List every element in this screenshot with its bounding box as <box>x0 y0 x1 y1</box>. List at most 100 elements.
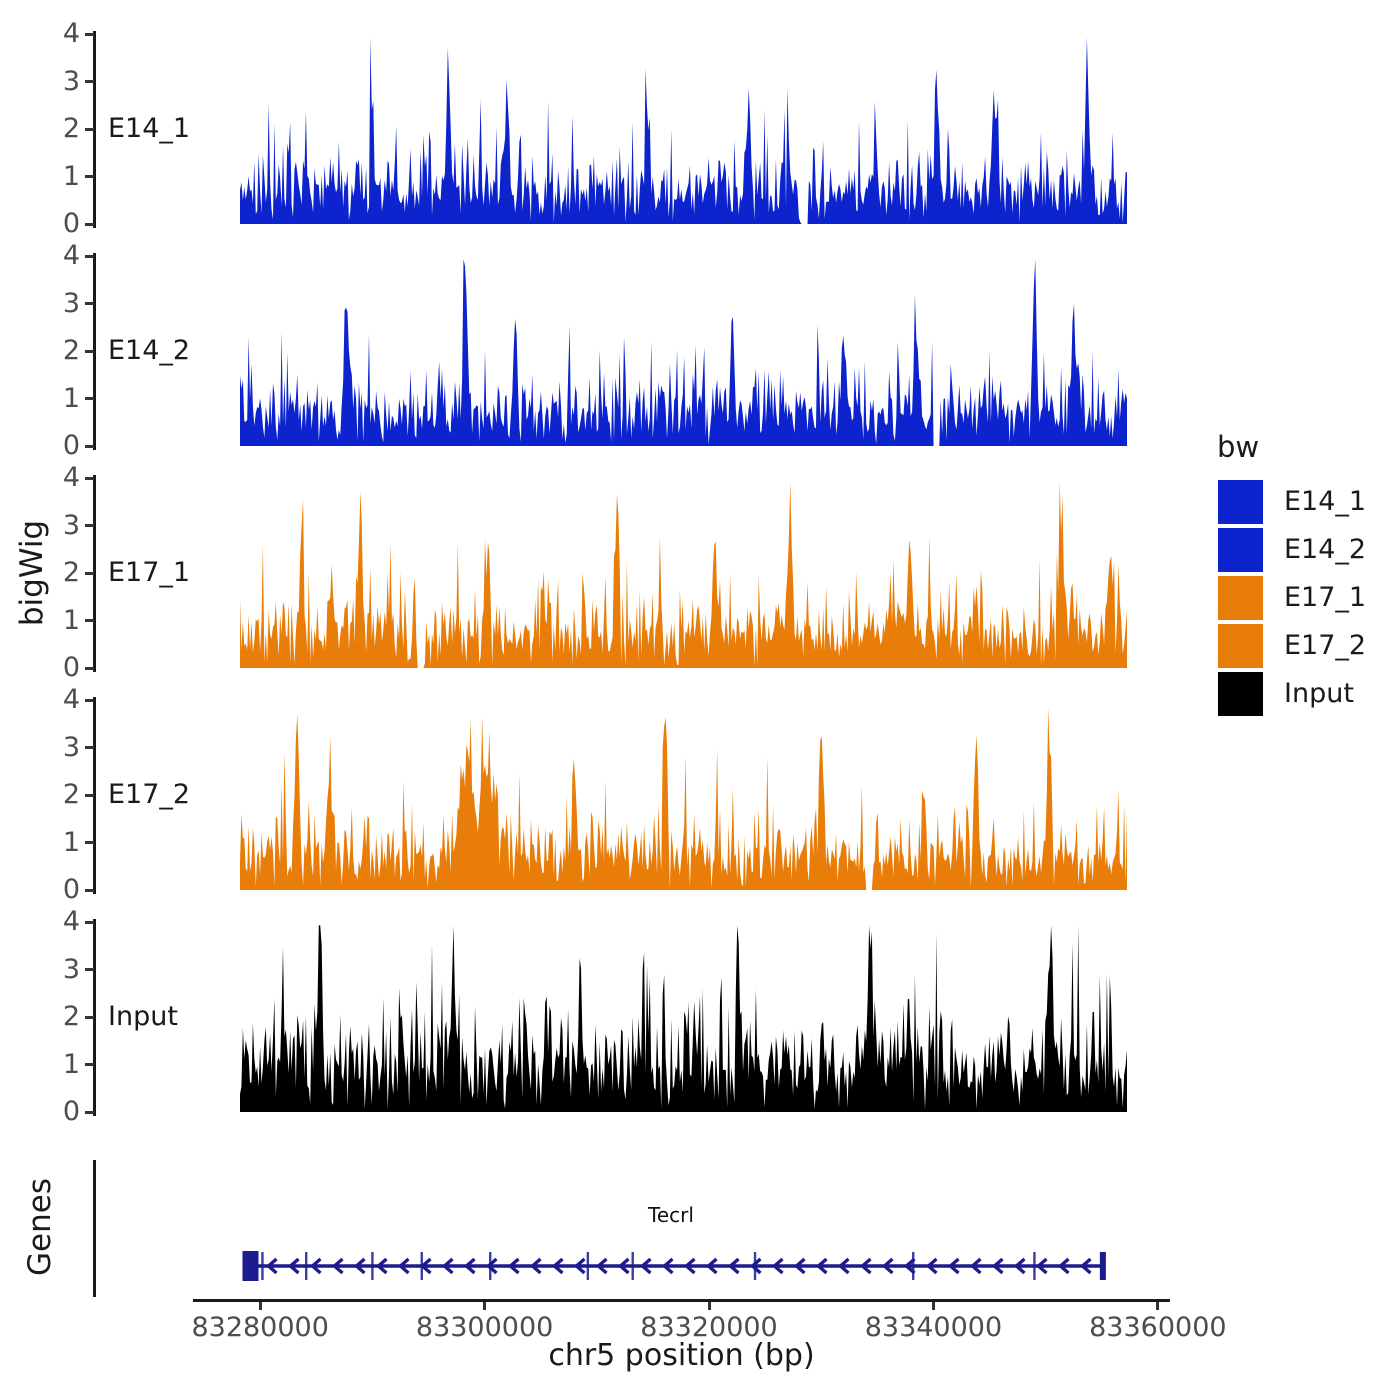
legend-key-E14_1 <box>1218 480 1263 524</box>
strand-direction-arrow <box>837 1257 850 1275</box>
track-panel-Input: 4 3 2 1 0 Input <box>0 907 1400 1127</box>
strand-direction-arrow <box>529 1257 542 1275</box>
strand-direction-arrow <box>1057 1257 1070 1275</box>
legend-key-E17_2 <box>1218 624 1263 668</box>
y-tick <box>85 349 94 353</box>
x-tick-label: 83340000 <box>864 1312 1003 1343</box>
y-tick-label: 3 <box>62 287 80 319</box>
coverage-signal-Input <box>240 925 1127 1112</box>
track-y-axis-line <box>93 919 96 1116</box>
track-panel-E17_1: 4 3 2 1 0 E17_1 <box>0 463 1400 683</box>
strand-direction-arrow <box>771 1257 784 1275</box>
y-tick <box>85 841 94 844</box>
y-tick <box>85 222 94 226</box>
y-tick <box>85 920 94 924</box>
y-tick-label: 4 <box>62 240 80 271</box>
strand-direction-arrow <box>661 1257 674 1275</box>
y-tick <box>85 619 94 622</box>
strand-direction-arrow <box>353 1257 366 1275</box>
strand-direction-arrow <box>749 1257 762 1275</box>
strand-direction-arrow <box>903 1257 916 1275</box>
y-tick-label: 3 <box>62 509 80 541</box>
legend-key-Input <box>1218 672 1263 716</box>
y-tick-label: 2 <box>62 557 80 588</box>
coverage-signal-E14_1 <box>240 37 1127 224</box>
strand-direction-arrow <box>441 1257 454 1275</box>
y-tick <box>85 524 94 527</box>
track-panel-E14_2: 4 3 2 1 0 E14_2 <box>0 241 1400 461</box>
x-tick <box>483 1302 487 1310</box>
coverage-area-E14_1 <box>240 37 1127 224</box>
y-tick <box>85 302 94 305</box>
y-tick <box>85 1063 94 1066</box>
strand-direction-arrow <box>705 1257 718 1275</box>
x-tick-label: 83280000 <box>191 1312 329 1343</box>
legend-label-Input: Input <box>1284 678 1354 709</box>
y-tick <box>85 571 94 575</box>
strand-direction-arrow <box>375 1257 388 1275</box>
y-tick-label: 4 <box>62 462 80 493</box>
y-tick <box>85 793 94 797</box>
strand-direction-arrow <box>793 1257 806 1275</box>
strand-direction-arrow <box>397 1257 410 1275</box>
strand-direction-arrow <box>617 1257 630 1275</box>
strand-direction-arrow <box>881 1257 894 1275</box>
y-tick-label: 2 <box>62 335 80 366</box>
coverage-area-E17_2 <box>240 707 1127 890</box>
y-tick <box>85 444 94 448</box>
y-tick-label: 1 <box>62 382 80 414</box>
coverage-area-E17_1 <box>240 481 1127 668</box>
y-tick-label: 4 <box>62 906 80 937</box>
strand-direction-arrow <box>595 1257 608 1275</box>
y-tick-label: 0 <box>62 874 80 905</box>
strand-direction-arrow <box>309 1257 322 1275</box>
gene-model-svg <box>242 1251 1106 1281</box>
strand-direction-arrow <box>265 1257 278 1275</box>
track-name-label: E14_2 <box>108 335 191 366</box>
y-tick-label: 0 <box>62 208 80 239</box>
x-tick <box>707 1302 711 1310</box>
strand-direction-arrow <box>639 1257 652 1275</box>
y-tick-label: 4 <box>62 684 80 715</box>
y-tick-label: 0 <box>62 652 80 683</box>
y-tick-label: 1 <box>62 604 80 636</box>
y-tick-label: 3 <box>62 65 80 97</box>
strand-direction-arrow <box>969 1257 982 1275</box>
y-tick <box>85 127 94 131</box>
strand-direction-arrow <box>573 1257 586 1275</box>
gene-end-exon-bar <box>1099 1252 1106 1280</box>
y-tick-label: 2 <box>62 113 80 144</box>
strand-direction-arrow <box>1035 1257 1048 1275</box>
x-tick <box>258 1302 262 1310</box>
track-y-axis-line <box>93 253 96 450</box>
genes-axis-title: Genes <box>22 1178 58 1276</box>
strand-direction-arrow <box>1013 1257 1026 1275</box>
track-y-axis-line <box>93 31 96 228</box>
strand-direction-arrow <box>507 1257 520 1275</box>
y-tick-label: 3 <box>62 731 80 763</box>
genes-axis-line <box>93 1160 96 1297</box>
y-tick <box>85 32 94 36</box>
y-tick <box>85 1110 94 1114</box>
gene-start-exon-box <box>242 1251 259 1281</box>
strand-direction-arrow <box>991 1257 1004 1275</box>
y-tick <box>85 968 94 971</box>
strand-direction-arrow <box>551 1257 564 1275</box>
x-tick-label: 83320000 <box>640 1312 778 1343</box>
track-panel-E17_2: 4 3 2 1 0 E17_2 <box>0 685 1400 905</box>
y-tick <box>85 698 94 702</box>
x-tick <box>931 1302 935 1310</box>
y-tick-label: 3 <box>62 953 80 985</box>
legend-label-E14_2: E14_2 <box>1284 534 1367 565</box>
strand-direction-arrow <box>859 1257 872 1275</box>
x-tick-label: 83360000 <box>1089 1312 1227 1343</box>
track-name-label: Input <box>108 1001 178 1032</box>
x-axis-title: chr5 position (bp) <box>548 1338 815 1373</box>
coverage-area-E14_2 <box>240 259 1127 446</box>
y-tick <box>85 1015 94 1019</box>
strand-direction-arrow <box>485 1257 498 1275</box>
coverage-signal-E14_2 <box>240 259 1127 446</box>
y-tick-label: 2 <box>62 1001 80 1032</box>
gene-name-label: Tecrl <box>648 1203 694 1227</box>
track-y-axis-line <box>93 697 96 894</box>
